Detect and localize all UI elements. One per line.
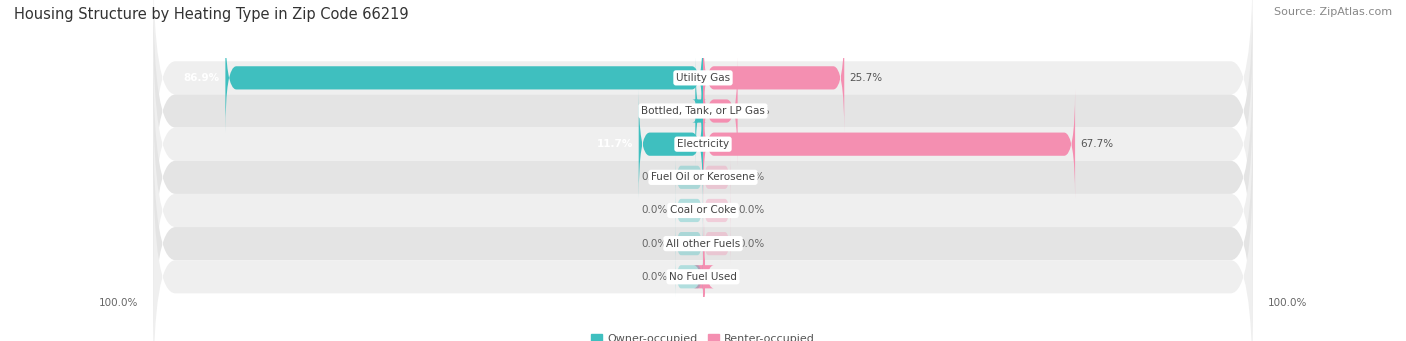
Text: All other Fuels: All other Fuels	[666, 239, 740, 249]
Text: 100.0%: 100.0%	[1268, 298, 1308, 308]
FancyBboxPatch shape	[153, 94, 1253, 327]
FancyBboxPatch shape	[703, 23, 844, 133]
Text: 0.0%: 0.0%	[738, 172, 765, 182]
Text: No Fuel Used: No Fuel Used	[669, 272, 737, 282]
Text: Housing Structure by Heating Type in Zip Code 66219: Housing Structure by Heating Type in Zip…	[14, 7, 409, 22]
Text: 0.0%: 0.0%	[641, 172, 668, 182]
Legend: Owner-occupied, Renter-occupied: Owner-occupied, Renter-occupied	[592, 333, 814, 341]
FancyBboxPatch shape	[153, 28, 1253, 260]
FancyBboxPatch shape	[693, 222, 714, 331]
Text: 6.3%: 6.3%	[744, 106, 769, 116]
Text: 25.7%: 25.7%	[849, 73, 883, 83]
FancyBboxPatch shape	[703, 156, 731, 199]
Text: 67.7%: 67.7%	[1081, 139, 1114, 149]
Text: Electricity: Electricity	[676, 139, 730, 149]
Text: 100.0%: 100.0%	[98, 298, 138, 308]
Text: Utility Gas: Utility Gas	[676, 73, 730, 83]
FancyBboxPatch shape	[703, 56, 738, 166]
Text: 0.3%: 0.3%	[710, 272, 737, 282]
Text: Coal or Coke: Coal or Coke	[669, 206, 737, 216]
Text: 0.0%: 0.0%	[738, 206, 765, 216]
FancyBboxPatch shape	[703, 222, 731, 265]
FancyBboxPatch shape	[703, 89, 1076, 199]
Text: 86.9%: 86.9%	[184, 73, 219, 83]
FancyBboxPatch shape	[675, 255, 703, 298]
Text: 0.0%: 0.0%	[641, 239, 668, 249]
FancyBboxPatch shape	[675, 189, 703, 232]
Text: Bottled, Tank, or LP Gas: Bottled, Tank, or LP Gas	[641, 106, 765, 116]
FancyBboxPatch shape	[153, 161, 1253, 341]
FancyBboxPatch shape	[153, 61, 1253, 293]
FancyBboxPatch shape	[225, 23, 703, 133]
FancyBboxPatch shape	[675, 222, 703, 265]
FancyBboxPatch shape	[153, 0, 1253, 194]
FancyBboxPatch shape	[638, 89, 703, 199]
FancyBboxPatch shape	[675, 156, 703, 199]
FancyBboxPatch shape	[153, 128, 1253, 341]
Text: 0.0%: 0.0%	[641, 206, 668, 216]
FancyBboxPatch shape	[703, 189, 731, 232]
Text: 11.7%: 11.7%	[596, 139, 633, 149]
FancyBboxPatch shape	[153, 0, 1253, 227]
Text: 0.0%: 0.0%	[641, 272, 668, 282]
Text: 0.0%: 0.0%	[738, 239, 765, 249]
Text: 1.4%: 1.4%	[661, 106, 690, 116]
Text: Fuel Oil or Kerosene: Fuel Oil or Kerosene	[651, 172, 755, 182]
Text: Source: ZipAtlas.com: Source: ZipAtlas.com	[1274, 7, 1392, 17]
FancyBboxPatch shape	[692, 56, 706, 166]
